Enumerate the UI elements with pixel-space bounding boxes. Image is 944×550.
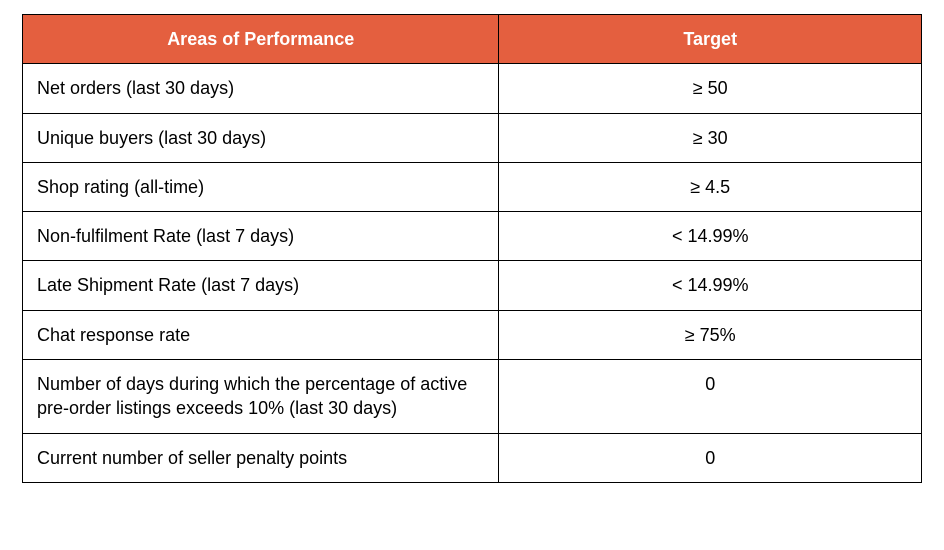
table-row: Non-fulfilment Rate (last 7 days)< 14.99…: [23, 212, 922, 261]
cell-target: ≥ 4.5: [499, 162, 922, 211]
cell-target: ≥ 50: [499, 64, 922, 113]
cell-target: < 14.99%: [499, 212, 922, 261]
table-header: Areas of Performance Target: [23, 15, 922, 64]
cell-target: ≥ 75%: [499, 310, 922, 359]
table-row: Number of days during which the percenta…: [23, 360, 922, 434]
column-header-target: Target: [499, 15, 922, 64]
cell-area: Non-fulfilment Rate (last 7 days): [23, 212, 499, 261]
performance-table: Areas of Performance Target Net orders (…: [22, 14, 922, 483]
page-container: Areas of Performance Target Net orders (…: [0, 0, 944, 550]
table-row: Chat response rate≥ 75%: [23, 310, 922, 359]
column-header-areas: Areas of Performance: [23, 15, 499, 64]
table-header-row: Areas of Performance Target: [23, 15, 922, 64]
cell-area: Late Shipment Rate (last 7 days): [23, 261, 499, 310]
cell-area: Shop rating (all-time): [23, 162, 499, 211]
table-row: Shop rating (all-time)≥ 4.5: [23, 162, 922, 211]
table-row: Current number of seller penalty points0: [23, 433, 922, 482]
cell-area: Current number of seller penalty points: [23, 433, 499, 482]
cell-target: 0: [499, 360, 922, 434]
table-row: Net orders (last 30 days)≥ 50: [23, 64, 922, 113]
table-body: Net orders (last 30 days)≥ 50Unique buye…: [23, 64, 922, 483]
cell-target: ≥ 30: [499, 113, 922, 162]
cell-target: < 14.99%: [499, 261, 922, 310]
cell-area: Number of days during which the percenta…: [23, 360, 499, 434]
cell-area: Unique buyers (last 30 days): [23, 113, 499, 162]
table-row: Unique buyers (last 30 days)≥ 30: [23, 113, 922, 162]
cell-area: Net orders (last 30 days): [23, 64, 499, 113]
table-row: Late Shipment Rate (last 7 days)< 14.99%: [23, 261, 922, 310]
cell-target: 0: [499, 433, 922, 482]
cell-area: Chat response rate: [23, 310, 499, 359]
